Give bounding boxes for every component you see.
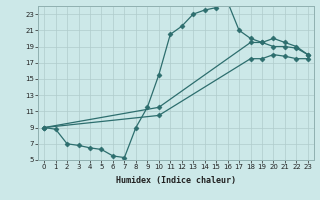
- X-axis label: Humidex (Indice chaleur): Humidex (Indice chaleur): [116, 176, 236, 185]
